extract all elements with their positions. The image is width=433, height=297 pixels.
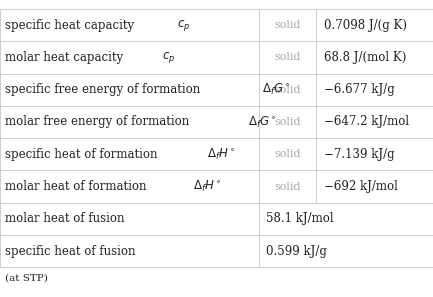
Text: solid: solid [274, 85, 301, 95]
Text: solid: solid [274, 52, 301, 62]
Text: $\Delta_f G^\circ$: $\Delta_f G^\circ$ [262, 82, 291, 97]
Text: −7.139 kJ/g: −7.139 kJ/g [324, 148, 394, 161]
Text: $c_p$: $c_p$ [162, 50, 176, 65]
Text: specific heat of fusion: specific heat of fusion [5, 245, 136, 258]
Text: 68.8 J/(mol K): 68.8 J/(mol K) [324, 51, 406, 64]
Text: $\Delta_f H^\circ$: $\Delta_f H^\circ$ [193, 179, 221, 194]
Text: −692 kJ/mol: −692 kJ/mol [324, 180, 398, 193]
Text: specific heat capacity: specific heat capacity [5, 18, 138, 31]
Text: −6.677 kJ/g: −6.677 kJ/g [324, 83, 394, 96]
Text: 0.599 kJ/g: 0.599 kJ/g [266, 245, 327, 258]
Text: solid: solid [274, 117, 301, 127]
Text: $c_p$: $c_p$ [177, 18, 190, 33]
Text: molar heat of formation: molar heat of formation [5, 180, 150, 193]
Text: molar heat of fusion: molar heat of fusion [5, 212, 125, 225]
Text: −647.2 kJ/mol: −647.2 kJ/mol [324, 116, 409, 129]
Text: solid: solid [274, 149, 301, 159]
Text: $\Delta_f H^\circ$: $\Delta_f H^\circ$ [207, 147, 235, 162]
Text: molar heat capacity: molar heat capacity [5, 51, 127, 64]
Text: molar free energy of formation: molar free energy of formation [5, 116, 193, 129]
Text: specific free energy of formation: specific free energy of formation [5, 83, 204, 96]
Text: specific heat of formation: specific heat of formation [5, 148, 162, 161]
Text: 58.1 kJ/mol: 58.1 kJ/mol [266, 212, 334, 225]
Text: solid: solid [274, 181, 301, 192]
Text: (at STP): (at STP) [5, 273, 48, 282]
Text: solid: solid [274, 20, 301, 30]
Text: $\Delta_f G^\circ$: $\Delta_f G^\circ$ [248, 114, 277, 129]
Text: 0.7098 J/(g K): 0.7098 J/(g K) [324, 18, 407, 31]
